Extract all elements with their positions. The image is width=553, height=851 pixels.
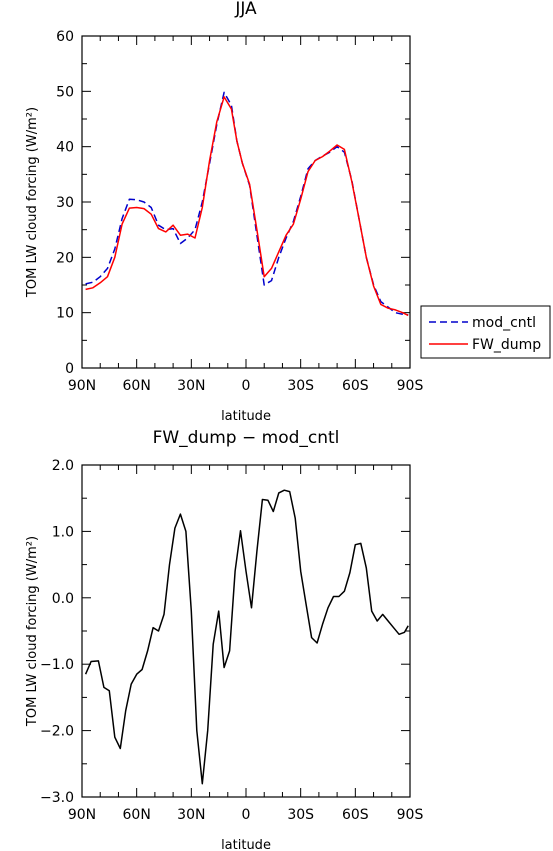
x-axis-label: latitude [221, 409, 271, 424]
legend: mod_cntl FW_dump [420, 305, 551, 359]
series-line [85, 91, 409, 316]
y-tick-label: 60 [56, 29, 74, 45]
y-tick-label: 50 [56, 84, 74, 100]
x-tick-label: 30N [177, 807, 205, 823]
plot-frame [81, 35, 411, 369]
x-tick-label: 30N [177, 378, 205, 394]
plot-frame [81, 464, 411, 798]
series-line [84, 489, 409, 785]
y-tick-label: 20 [56, 250, 74, 266]
series-line [85, 96, 409, 317]
x-tick-label: 60S [342, 378, 369, 394]
legend-box [420, 305, 551, 359]
x-tick-label: 60N [123, 378, 151, 394]
y-axis-label: TOM LW cloud forcing (W/m²) [25, 107, 40, 298]
legend-label: FW_dump [472, 337, 541, 353]
x-tick-label: 30S [287, 807, 314, 823]
y-tick-label: 30 [56, 195, 74, 211]
y-tick-label: 1.0 [52, 524, 74, 540]
x-tick-label: 0 [242, 378, 251, 394]
x-axis-label: latitude [221, 838, 271, 851]
y-tick-label: 40 [56, 140, 74, 156]
x-tick-label: 90S [397, 807, 424, 823]
y-tick-label: 2.0 [52, 458, 74, 474]
legend-label: mod_cntl [472, 315, 536, 331]
y-tick-label: 0.0 [52, 591, 74, 607]
chart-title: JJA [234, 0, 257, 19]
x-tick-label: 60S [342, 807, 369, 823]
y-tick-label: 10 [56, 306, 74, 322]
x-tick-label: 90S [397, 378, 424, 394]
top-chart-panel: 90N 60N 30N 0 30S 60S 90S 0 10 20 30 40 50 60 [56, 29, 423, 394]
x-tick-label: 90N [68, 807, 96, 823]
x-tick-label: 0 [242, 807, 251, 823]
y-tick-label: −2.0 [40, 724, 74, 740]
y-tick-label: 0 [65, 361, 74, 377]
y-tick-label: −1.0 [40, 657, 74, 673]
x-tick-label: 90N [68, 378, 96, 394]
bottom-chart-panel: 90N 60N 30N 0 30S 60S 90S 2.0 1.0 0.0 −1.0 −2.0 −3.0 [40, 458, 423, 823]
x-tick-label: 60N [123, 807, 151, 823]
y-tick-label: −3.0 [40, 790, 74, 806]
x-tick-label: 30S [287, 378, 314, 394]
y-axis-label: TOM LW cloud forcing (W/m²) [25, 536, 40, 727]
chart-title: FW_dump − mod_cntl [153, 428, 340, 448]
